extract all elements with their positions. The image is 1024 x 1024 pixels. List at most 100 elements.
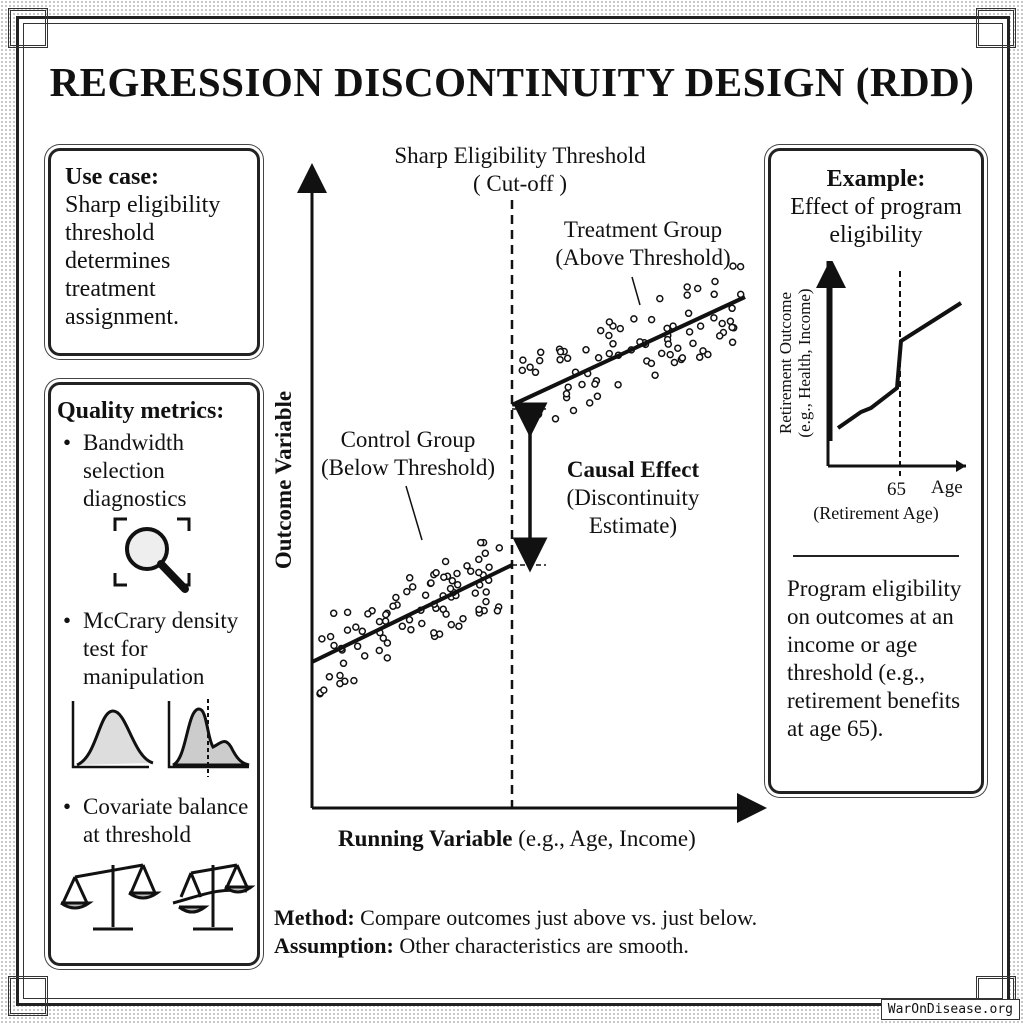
scatter-point: [441, 557, 450, 566]
scatter-point: [556, 348, 565, 356]
scatter-point: [455, 622, 463, 630]
scatter-point: [375, 646, 384, 655]
scatter-point: [710, 290, 718, 299]
density-discontinuity-icon: [167, 699, 250, 777]
scatter-point: [330, 641, 338, 650]
scatter-point: [352, 623, 360, 631]
quality-metrics-box: Quality metrics: Bandwidth selection dia…: [48, 382, 260, 966]
scatter-point: [726, 317, 735, 326]
quality-item: McCrary density test for manipulation: [57, 607, 251, 691]
scatter-point: [696, 322, 705, 330]
scatter-point: [551, 415, 560, 423]
scatter-point: [526, 363, 534, 371]
scatter-point: [446, 584, 455, 593]
scatter-point: [482, 588, 490, 596]
scatter-point: [343, 626, 352, 634]
scatter-point: [666, 350, 674, 359]
scatter-point: [596, 326, 605, 335]
scatter-point: [463, 562, 471, 570]
example-plot: [822, 261, 966, 476]
scatter-point: [320, 686, 328, 694]
scatter-point: [383, 639, 392, 647]
scatter-point: [459, 614, 467, 623]
scatter-point: [710, 314, 718, 322]
scatter-point: [605, 349, 614, 358]
example-x-sub: (Retirement Age): [813, 503, 939, 523]
scatter-point: [605, 318, 614, 326]
scatter-point: [678, 354, 687, 362]
scatter-point: [326, 632, 335, 641]
scatter-point: [695, 353, 704, 361]
balanced-scale-icon: [60, 863, 162, 931]
scatter-point: [564, 383, 572, 391]
scatter-point: [336, 679, 344, 688]
scatter-point: [475, 555, 483, 564]
scatter-point: [466, 567, 475, 575]
scatter-point: [475, 605, 483, 614]
scatter-point: [408, 583, 417, 591]
control-label: Control Group (Below Threshold): [321, 427, 495, 480]
assumption-text: Assumption: Other characteristics are sm…: [274, 933, 689, 958]
scatter-point: [318, 635, 326, 643]
treatment-label: Treatment Group (Above Threshold): [555, 217, 731, 270]
scatter-point: [353, 642, 362, 651]
watermark: WarOnDisease.org: [880, 999, 1020, 1020]
example-heading: Example:: [826, 166, 926, 192]
example-box: Example: Effect of program eligibility R…: [768, 148, 984, 794]
scatter-point: [674, 344, 682, 352]
scatter-point: [578, 380, 586, 389]
scatter-point: [350, 676, 358, 685]
treatment-pointer: [631, 276, 641, 306]
use-case-heading: Use case:: [65, 164, 159, 190]
use-case-text: Sharp eligibility threshold determines t…: [65, 192, 221, 330]
scatter-point: [403, 587, 411, 596]
scatter-point: [418, 619, 426, 628]
scatter-point: [689, 339, 697, 348]
scatter-point: [585, 399, 594, 407]
quality-heading: Quality metrics:: [57, 398, 225, 424]
scatter-point: [693, 284, 702, 293]
scatter-point: [389, 602, 397, 610]
page-title: REGRESSION DISCONTINUITY DESIGN (RDD): [49, 59, 975, 105]
scatter-point: [336, 671, 344, 680]
example-subtitle: Effect of program eligibility: [790, 194, 962, 248]
control-fit-line: [311, 563, 513, 664]
scatter-point: [427, 579, 435, 587]
scatter-point: [535, 356, 544, 365]
scatter-point: [493, 607, 502, 615]
method-text: Method: Compare outcomes just above vs. …: [274, 905, 758, 930]
scatter-point: [329, 609, 338, 618]
use-case-box: Use case: Sharp eligibility threshold de…: [48, 148, 260, 356]
scatter-point: [593, 392, 602, 401]
scatter-point: [736, 262, 745, 271]
scatter-point: [482, 597, 490, 606]
scatter-point: [647, 359, 656, 368]
scatter-point: [453, 580, 462, 589]
scatter-point: [325, 673, 334, 681]
quality-item: Covariate balance at threshold: [57, 793, 251, 849]
scatter-point: [471, 589, 480, 597]
example-outcome-line: [836, 301, 963, 430]
scatter-point: [556, 355, 564, 364]
scatter-point: [364, 610, 372, 618]
unbalanced-scale-icon: [172, 863, 256, 931]
scatter-point: [536, 348, 545, 357]
scatter-point: [609, 340, 617, 348]
divider: [793, 555, 959, 557]
scatter-point: [534, 410, 543, 419]
scatter-point: [358, 627, 367, 636]
scatter-point: [360, 652, 369, 660]
scatter-point: [614, 380, 622, 389]
example-text: Program eligibility on outcomes at an in…: [787, 576, 962, 741]
scatter-point: [605, 331, 613, 340]
density-normal-icon: [71, 701, 154, 769]
scatter-point: [715, 332, 724, 340]
scatter-point: [591, 380, 599, 388]
scatter-point: [432, 569, 440, 577]
scatter-point: [569, 406, 578, 415]
control-pointer: [405, 485, 423, 541]
scatter-point: [729, 262, 737, 270]
scatter-point: [430, 629, 438, 637]
causal-effect-label: Causal Effect (Discontinuity Estimate): [566, 457, 700, 538]
scatter-point: [481, 549, 490, 558]
